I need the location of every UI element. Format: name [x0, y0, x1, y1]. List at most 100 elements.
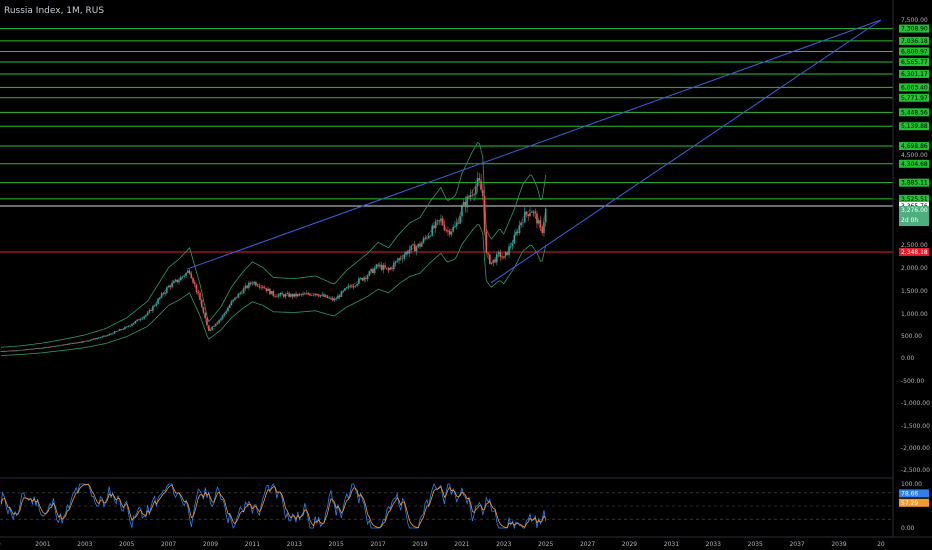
level-tag — [899, 93, 929, 102]
countdown-label: 2d 0h — [901, 217, 918, 224]
candle-body — [263, 287, 266, 289]
candle-body — [63, 344, 65, 346]
candle-body — [28, 349, 30, 350]
candle-body — [103, 335, 105, 337]
candle-body — [389, 267, 392, 270]
candle-body — [422, 238, 425, 243]
time-tick-label: 2005 — [119, 541, 134, 548]
candle-body — [155, 303, 158, 306]
time-tick-label: 2027 — [580, 541, 595, 548]
candle-body — [84, 341, 86, 342]
candle-body — [368, 271, 371, 276]
candle-body — [21, 349, 23, 351]
candle-body — [516, 231, 519, 233]
candle-body — [0, 351, 2, 352]
candle-body — [255, 282, 257, 286]
stochastic-rsi-pane[interactable]: 100.00 0.00 78.66 57.29 — [0, 477, 929, 532]
candle-body — [181, 276, 184, 278]
candle-body — [50, 346, 53, 348]
trend-lines[interactable] — [187, 19, 882, 284]
candle-body — [169, 285, 172, 288]
candle-body — [8, 350, 11, 352]
candle-body — [323, 294, 325, 297]
candle-body — [87, 340, 90, 342]
candle-body — [288, 293, 290, 297]
candle-body — [436, 220, 439, 222]
time-tick-label: 2011 — [245, 541, 260, 548]
candle-body — [466, 196, 468, 208]
candle-body — [228, 305, 231, 309]
level-tag — [899, 202, 929, 211]
price-tick-label: 1,500.00 — [901, 288, 928, 295]
level-tag-label: 3,276.00 — [901, 207, 928, 214]
candle-body — [452, 226, 454, 232]
candle-body — [68, 343, 70, 345]
candle-body — [326, 295, 329, 298]
candle-body — [209, 329, 212, 331]
candle-body — [162, 293, 165, 295]
candle-body — [188, 270, 191, 274]
candle-body — [347, 285, 350, 288]
candle-body — [331, 297, 334, 301]
candle-body — [317, 295, 320, 297]
candle-body — [344, 288, 346, 291]
candle-body — [544, 208, 547, 223]
time-tick-label: 2033 — [706, 541, 721, 548]
candle-body — [120, 329, 123, 330]
candle-body — [379, 264, 381, 266]
candle-body — [152, 306, 154, 311]
price-axis[interactable]: 7,500.00 4,500.00 2,500.00 2,000.00 1,500.00… — [892, 0, 930, 537]
candle-body — [417, 243, 420, 247]
candle-body — [541, 227, 544, 233]
candle-body — [7, 350, 9, 352]
candle-body — [513, 234, 516, 244]
price-tick-label: 500.00 — [901, 333, 922, 340]
price-tick-label: -500.00 — [901, 378, 924, 385]
candle-body — [5, 351, 8, 352]
candle-body — [115, 331, 118, 332]
price-tick-label: -2,500.00 — [901, 467, 930, 474]
candle-body — [141, 318, 144, 320]
candle-body — [230, 301, 233, 306]
osc-d-label: 57.29 — [901, 500, 918, 507]
candle-body — [251, 283, 254, 285]
candle-body — [504, 252, 507, 257]
candle-body — [94, 338, 97, 340]
candle-body — [335, 298, 337, 300]
candle-body — [122, 329, 125, 330]
candle-body — [10, 350, 13, 352]
candle-body — [218, 320, 221, 323]
candle-body — [487, 252, 489, 255]
candle-body — [352, 286, 355, 288]
candle-body — [330, 297, 332, 299]
level-tag — [899, 159, 929, 168]
candle-body — [303, 293, 306, 295]
level-tag-label: 6,800.97 — [901, 48, 928, 55]
candle-body — [85, 341, 88, 342]
candle-body — [410, 245, 413, 250]
candle-body — [370, 268, 372, 272]
candle-body — [148, 310, 151, 313]
candle-body — [509, 246, 512, 247]
candle-body — [31, 349, 34, 350]
candle-body — [206, 318, 208, 326]
candle-body — [207, 325, 210, 331]
candle-body — [286, 293, 289, 295]
price-tick-label: 7,500.00 — [901, 17, 928, 24]
candle-body — [499, 252, 502, 257]
candle-body — [187, 270, 189, 273]
candles — [0, 172, 547, 353]
candle-body — [111, 333, 114, 335]
candle-body — [536, 213, 538, 224]
level-tag — [899, 247, 929, 256]
candle-body — [401, 258, 404, 260]
candle-body — [359, 278, 362, 279]
time-axis[interactable]: 99 2001 2003 2005 2007 2009 2011 2013 2015 2017 20… — [0, 536, 932, 548]
candle-body — [164, 292, 166, 295]
level-tag — [899, 58, 929, 67]
candle-body — [134, 321, 137, 324]
candle-body — [118, 329, 121, 331]
level-tag-label: 5,448.56 — [901, 109, 928, 116]
candle-body — [412, 244, 414, 246]
